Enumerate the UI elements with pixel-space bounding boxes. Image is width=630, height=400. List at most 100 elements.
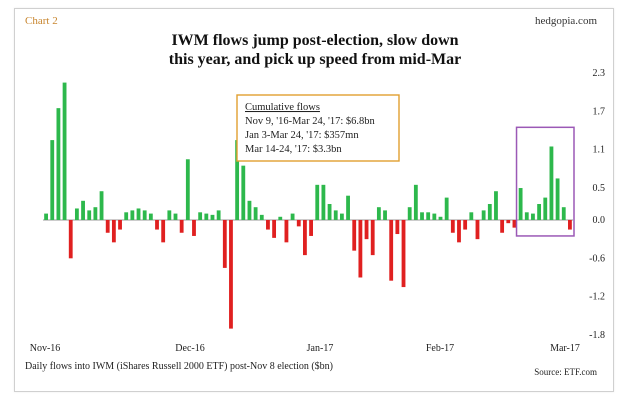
flow-bar [105,219,110,233]
flow-bar [518,188,523,220]
flow-bar [93,207,98,220]
y-tick-label: 2.3 [593,68,606,79]
flow-bar [358,219,363,278]
flow-bar [50,140,55,220]
flow-bar [216,210,221,220]
flow-bar [543,197,548,220]
flow-bar [457,219,461,243]
flow-bar [426,212,431,220]
flow-bar [524,212,529,220]
brand-label: hedgopia.com [534,15,597,27]
flow-bar [549,146,554,220]
flow-bar [512,219,517,228]
flow-bar [272,219,277,238]
flow-bar [235,140,240,220]
flow-bar [198,212,203,220]
flow-bar [432,213,437,220]
x-tick-label: Mar-17 [550,343,580,354]
flow-bar [118,219,122,230]
flow-bar [481,210,486,220]
flow-bar [87,210,92,220]
flow-bar [389,219,394,281]
flow-bar [74,208,79,220]
annotation-line: Nov 9, '16-Mar 24, '17: $6.8bn [245,116,376,127]
flow-bar [407,207,412,220]
flow-bar [161,219,166,243]
flow-bar [568,219,572,230]
flow-bar [537,204,542,220]
flow-bar [352,219,357,251]
chart-plot: 2.3 1.7 1.1 0.5 0.0 -0.6 -1.2 -1.8 Nov-16 Dec-16 J… [30,68,606,354]
flow-bar [266,219,270,230]
flow-bar [561,207,566,220]
flow-bar [155,219,159,230]
annotation-line: Jan 3-Mar 24, '17: $357mn [245,130,359,141]
flow-bar [81,200,85,220]
flow-bar [333,210,338,220]
flow-bar [253,207,258,220]
flow-bar [370,219,375,256]
flow-bar [142,210,147,220]
chart-title-line-1: IWM flows jump post-election, slow down [171,32,459,49]
flow-bar [303,219,307,256]
flow-bar [278,216,283,220]
y-tick-label: -0.6 [589,253,605,264]
chart-title-line-2: this year, and pick up speed from mid-Ma… [168,51,462,68]
flow-bar [210,214,215,220]
x-tick-label: Dec-16 [175,343,204,354]
annotation-box [236,94,400,162]
flow-bar [487,204,492,220]
flow-bar [192,219,196,236]
flow-bar [438,216,443,220]
highlight-box [515,126,575,237]
flow-bar [500,219,505,233]
chart-caption: Daily flows into IWM (iShares Russell 20… [25,361,334,372]
flow-bar [555,178,560,220]
flow-bar [309,219,313,236]
y-tick-label: 0.0 [593,215,606,226]
flow-bar [136,208,141,220]
annotation-heading: Cumulative flows [245,102,320,113]
flow-bar [376,207,381,220]
flow-bar [173,213,178,220]
flow-bar [247,200,252,220]
flow-bar [401,219,406,288]
flow-bar [327,204,332,220]
y-tick-label: 1.7 [593,106,606,117]
y-tick-label: -1.2 [589,292,605,303]
flow-bar [185,159,190,220]
flow-bar [469,212,474,220]
flow-bar [259,214,264,220]
flow-bar [475,219,480,240]
flow-bar [531,213,535,220]
chart-tag: Chart 2 [25,15,58,27]
flow-bar [463,219,468,230]
flow-bar [241,165,246,220]
flow-bar [339,213,344,220]
flow-bar [179,219,184,233]
flow-bar [494,191,498,220]
x-tick-label: Feb-17 [426,343,454,354]
x-tick-label: Jan-17 [307,343,334,354]
flow-bar [204,213,209,220]
y-tick-label: -1.8 [589,330,605,341]
flow-bar [383,210,387,220]
flow-bar [290,213,295,220]
source-label: Source: ETF.com [534,367,597,377]
flow-bar [420,212,424,220]
flow-bar [321,184,326,220]
flow-bar [130,210,135,220]
flow-bar [222,219,227,268]
flow-bar [450,219,455,233]
annotation-line: Mar 14-24, '17: $3.3bn [245,144,342,155]
flow-bar [148,213,153,220]
flow-bar [346,195,350,220]
flow-bar [284,219,289,243]
y-tick-label: 0.5 [593,183,606,194]
flow-bar [124,212,129,220]
flow-bar [111,219,116,243]
flow-bar [315,184,320,220]
flow-bar [364,219,369,240]
chart-frame: Chart 2 hedgopia.com IWM flows jump post… [14,8,614,392]
flow-bar [56,108,61,220]
